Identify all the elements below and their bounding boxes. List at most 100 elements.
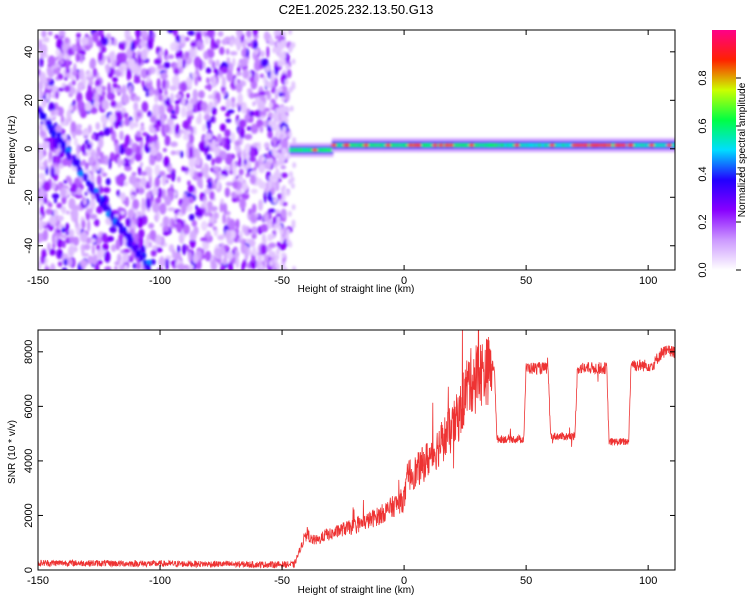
spectrogram-cell xyxy=(84,191,88,196)
spectrogram-cell xyxy=(211,106,217,116)
spectrogram-cell xyxy=(170,110,176,115)
spectrogram-cell xyxy=(267,190,272,202)
spectrogram-cell xyxy=(246,126,252,131)
spectrogram-cell xyxy=(207,94,214,99)
spectrogram-cell xyxy=(76,32,81,38)
spectrogram-cell xyxy=(57,261,63,267)
spectrogram-cell xyxy=(120,210,125,215)
spectrogram-cell xyxy=(86,208,93,215)
spectrogram-cell xyxy=(87,255,94,265)
spectrogram-cell xyxy=(170,150,176,156)
spectrogram-cell xyxy=(268,175,273,182)
spectrogram-cell xyxy=(193,56,201,68)
spectrogram-cell xyxy=(159,202,167,215)
spectrogram-cell xyxy=(276,41,281,48)
spectrogram-cell xyxy=(38,180,42,189)
spectrogram-cell xyxy=(82,174,88,182)
spectrogram-cell xyxy=(70,182,78,194)
spectrogram-cell xyxy=(212,60,216,69)
spectrogram-cell xyxy=(213,165,220,172)
spectrogram-cell xyxy=(176,263,185,270)
spectrogram-cell xyxy=(154,197,162,204)
spectrogram-cell xyxy=(272,120,277,127)
spectrogram-cell xyxy=(61,267,68,270)
spectrogram-cell xyxy=(262,77,267,84)
spectrogram-cell xyxy=(154,164,161,177)
snr-xtick-label: 0 xyxy=(401,575,407,587)
spectrogram-cell xyxy=(274,65,279,76)
spectrogram-cell xyxy=(189,196,194,204)
spectrogram-cell xyxy=(46,66,52,75)
spectrogram-cell xyxy=(246,36,252,44)
spectrogram-cell xyxy=(100,167,105,175)
spectrogram-cell xyxy=(280,52,285,59)
spectrogram-cell xyxy=(209,212,213,218)
spectrogram-cell xyxy=(207,222,214,228)
spectrogram-cell xyxy=(120,192,126,202)
spectrogram-cell xyxy=(145,91,150,98)
spectrogram-cell xyxy=(123,162,131,168)
spectrogram-cell xyxy=(50,166,55,178)
spectrogram-cell xyxy=(153,123,160,129)
spectrogram-cell xyxy=(215,70,220,76)
spectrogram-cell xyxy=(158,88,163,95)
spectrogram-cell xyxy=(59,58,64,65)
spectrogram-cell xyxy=(282,106,287,113)
spectrogram-cell xyxy=(114,266,118,270)
spectrogram-cell xyxy=(195,31,202,40)
spectrogram-cell xyxy=(196,40,203,48)
spectrogram-cell xyxy=(132,96,141,102)
spectrogram-cell xyxy=(287,210,292,217)
spectrogram-cell xyxy=(162,147,167,153)
spectrogram-cell xyxy=(206,118,212,131)
spectrogram-cell xyxy=(110,125,114,135)
spectrogram-cell xyxy=(121,41,126,50)
spectrogram-cell xyxy=(105,204,111,212)
spectrogram-cell xyxy=(132,198,140,210)
spectrogram-cell xyxy=(149,155,156,166)
chart-title: C2E1.2025.232.13.50.G13 xyxy=(279,2,434,17)
spectrogram-cell xyxy=(249,258,258,270)
spectrogram-cell xyxy=(279,60,284,67)
spectrogram-cell xyxy=(77,99,84,110)
spectrogram-cell xyxy=(101,232,108,242)
spectrogram-cell xyxy=(161,174,167,187)
spectrogram-cell xyxy=(154,176,161,188)
spectrogram-cell xyxy=(173,67,180,75)
spectrogram-cell xyxy=(137,54,142,66)
spectrogram-cell xyxy=(76,144,81,155)
spectrogram-xtick-label: 50 xyxy=(520,275,532,287)
spectrogram-cell xyxy=(284,90,290,102)
spectrogram-cell xyxy=(139,237,144,247)
spectrogram-cell xyxy=(270,73,275,80)
spectrogram-cell xyxy=(93,220,100,226)
spectrogram-cell xyxy=(108,158,112,170)
spectrogram-cell xyxy=(83,243,91,251)
spectrogram-cell xyxy=(260,50,265,58)
snr-xtick-label: -50 xyxy=(274,575,290,587)
spectrogram-cell xyxy=(128,58,136,71)
spectrogram-cell xyxy=(186,102,194,112)
spectrogram-cell xyxy=(46,77,52,82)
spectrogram-cell xyxy=(50,131,56,139)
spectrogram-cell xyxy=(254,213,259,218)
spectrogram-cell xyxy=(175,34,182,43)
spectrogram-cell xyxy=(150,249,157,257)
spectrogram-cell xyxy=(165,258,169,270)
spectrogram-cell xyxy=(216,133,222,144)
spectrogram-cell xyxy=(219,123,226,132)
spectrogram-cell xyxy=(57,87,64,92)
spectrogram-cell xyxy=(239,197,247,210)
spectrogram-cell xyxy=(291,204,296,211)
snr-frame xyxy=(37,329,676,571)
spectrogram-cell xyxy=(186,93,190,99)
spectrogram-cell xyxy=(158,105,165,117)
spectrogram-cell xyxy=(268,223,273,230)
spectrogram-cell xyxy=(121,84,127,97)
spectrogram-cell xyxy=(73,63,77,75)
spectrogram-cell xyxy=(80,231,88,243)
spectrogram-cell xyxy=(187,30,196,36)
spectrogram-cell xyxy=(186,110,194,116)
spectrogram-cell xyxy=(41,30,47,38)
spectrogram-cell xyxy=(40,43,48,56)
